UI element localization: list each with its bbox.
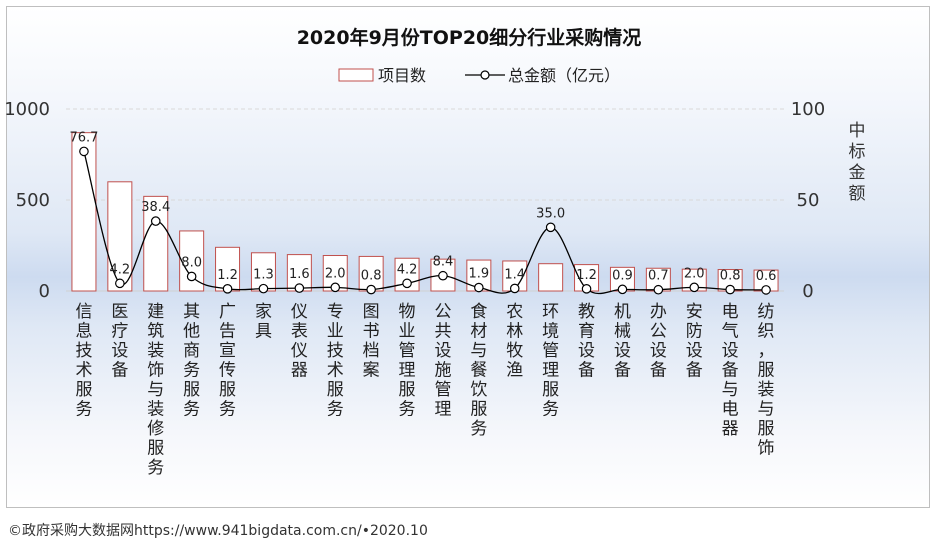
category-label: 物业管理服务 <box>399 302 416 420</box>
line-point <box>402 278 412 289</box>
line-point <box>438 270 448 281</box>
data-label: 2.0 <box>325 266 346 281</box>
data-label: 0.8 <box>361 269 382 284</box>
line-point <box>294 283 305 293</box>
line-point <box>79 146 89 157</box>
line-point <box>545 222 556 233</box>
line-point <box>366 284 376 295</box>
line-point <box>474 282 484 293</box>
chart-title: 2020年9月份TOP20细分行业采购情况 <box>297 26 642 49</box>
line-point <box>653 284 664 295</box>
category-label: 专业技术服务 <box>327 302 344 420</box>
source-footer: ©政府采购大数据网https://www.941bigdata.com.cn/•… <box>8 523 428 539</box>
legend-bar-swatch <box>338 68 374 82</box>
data-label: 2.0 <box>684 266 705 281</box>
bar-mark <box>71 132 97 292</box>
legend-line-label: 总金额（亿元） <box>508 66 620 85</box>
data-label: 1.6 <box>289 267 310 282</box>
category-label: 机械设备 <box>614 302 631 381</box>
category-label: 电气设备与电器 <box>722 302 739 439</box>
data-label: 1.4 <box>504 267 525 282</box>
y-right-tick-label: 100 <box>791 99 825 120</box>
line-point <box>115 278 125 289</box>
y-left-tick-label: 500 <box>16 190 50 211</box>
line-point <box>186 271 197 282</box>
line-point <box>222 284 233 294</box>
data-label: 8.0 <box>181 255 202 270</box>
data-label: 38.4 <box>141 200 170 215</box>
category-label: 安防设备 <box>686 302 703 381</box>
bar-mark <box>538 263 564 292</box>
category-label: 图书档案 <box>363 302 380 381</box>
category-label: 环境管理服务 <box>542 302 559 420</box>
line-point <box>581 284 592 294</box>
line-point <box>761 285 771 295</box>
line-point <box>689 282 700 293</box>
bar-mark <box>430 258 456 292</box>
data-label: 35.0 <box>536 206 565 221</box>
line-point <box>330 282 341 293</box>
category-label: 其他商务服务 <box>183 302 200 420</box>
category-label: 医疗设备 <box>111 302 128 381</box>
line-point <box>725 284 735 295</box>
y-right-axis-label: 中标金额 <box>849 121 866 204</box>
data-label: 1.9 <box>469 267 490 282</box>
data-label: 0.9 <box>612 268 633 283</box>
category-label: 公共设施管理 <box>434 302 451 420</box>
category-label: 办公设备 <box>650 302 667 381</box>
category-label: 信息技术服务 <box>75 302 92 420</box>
category-label: 仪表仪器 <box>291 302 308 381</box>
data-label: 0.7 <box>648 269 669 284</box>
y-left-tick-label: 1000 <box>4 99 50 120</box>
category-label: 广告宣传服务 <box>219 302 236 420</box>
bar-mark <box>286 254 312 292</box>
line-point <box>617 284 628 295</box>
y-right-tick-label: 50 <box>797 190 820 211</box>
bar-mark <box>107 181 133 292</box>
category-label: 教育设备 <box>578 302 595 381</box>
data-label: 0.6 <box>756 269 777 284</box>
data-label: 76.7 <box>69 130 98 145</box>
category-label: 建筑装饰与装修服务 <box>147 302 164 478</box>
category-label: 食材与餐饮服务 <box>470 302 487 439</box>
bar-mark <box>143 195 169 292</box>
bar-mark <box>215 246 241 292</box>
y-right-tick-label: 0 <box>802 281 813 302</box>
data-label: 1.3 <box>253 268 274 283</box>
data-label: 1.2 <box>576 268 597 283</box>
legend-line-marker <box>480 70 490 80</box>
data-label: 8.4 <box>433 255 454 270</box>
line-point <box>150 216 161 226</box>
line-point <box>509 283 520 294</box>
category-label: 农林牧渔 <box>506 302 523 381</box>
data-label: 0.8 <box>720 269 741 284</box>
line-point <box>258 283 269 294</box>
category-label: 家具 <box>255 302 272 342</box>
data-label: 4.2 <box>397 262 418 277</box>
legend-bar-label: 项目数 <box>378 66 426 85</box>
data-label: 1.2 <box>217 268 238 283</box>
y-left-tick-label: 0 <box>39 281 50 302</box>
data-label: 4.2 <box>110 262 131 277</box>
category-label: 纺织，服装与服饰 <box>758 302 775 459</box>
